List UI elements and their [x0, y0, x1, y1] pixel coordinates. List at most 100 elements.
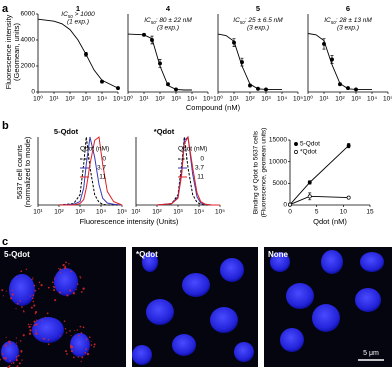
data-point	[240, 60, 244, 65]
stain-dot	[32, 294, 35, 297]
stain-dot	[72, 292, 76, 295]
series-line	[156, 135, 220, 206]
stain-dot	[30, 323, 32, 326]
stain-dot	[34, 311, 38, 314]
legend-label: 5-Qdot	[300, 141, 320, 148]
annotation-part: IC	[324, 17, 331, 24]
annotation-note: (1 exp.)	[67, 19, 89, 26]
stain-dot	[47, 286, 50, 289]
stain-dot	[16, 302, 19, 305]
stain-dot	[20, 351, 22, 353]
stain-dot	[66, 294, 69, 297]
stain-dot	[40, 284, 43, 287]
stain-dot	[69, 346, 73, 349]
y-tick-label: 5000	[273, 180, 288, 187]
data-point	[232, 40, 236, 45]
stain-dot	[28, 325, 31, 329]
stain-dot	[70, 344, 72, 347]
stain-dot	[38, 288, 40, 290]
y-axis-label: Binding of Qdot to 5637 cells	[253, 130, 260, 214]
annotation-part: > 1000	[73, 11, 95, 18]
stain-dot	[5, 344, 8, 346]
panel-label: b	[2, 120, 9, 132]
nucleus	[321, 250, 343, 274]
x-tick-label: 10⁴	[187, 96, 197, 103]
x-axis-label: Compound (nM)	[186, 103, 241, 112]
stain-dot	[68, 263, 70, 265]
chart-title: 5	[256, 4, 260, 13]
series-line	[289, 145, 350, 205]
stain-dot	[53, 277, 56, 279]
legend-label: 3.7	[195, 165, 204, 172]
stain-dot	[5, 336, 7, 339]
image-label: None	[268, 250, 289, 259]
stain-dot	[44, 316, 47, 318]
scale-bar-label: 5 μm	[363, 350, 379, 357]
stain-dot	[79, 275, 81, 278]
data-point	[264, 87, 268, 92]
y-tick-label: 2000	[21, 63, 36, 70]
nucleus	[312, 304, 340, 332]
nucleus	[286, 283, 314, 309]
y-axis-label: Fluorescence intensity	[4, 14, 13, 89]
nucleus	[280, 328, 304, 352]
x-tick-label: 10⁴	[194, 209, 204, 216]
stain-dot	[34, 313, 36, 315]
stain-dot	[30, 329, 32, 331]
nucleus	[270, 252, 290, 272]
legend-label: 11	[197, 174, 204, 181]
stain-dot	[11, 362, 13, 364]
data-point	[150, 38, 154, 42]
y-axis-label: 5637 cell counts	[15, 145, 24, 199]
stain-dot	[8, 340, 11, 343]
stain-dot	[2, 295, 4, 297]
x-tick-label: 10⁵	[215, 209, 225, 216]
stain-dot	[20, 350, 23, 353]
x-tick-label: 10³	[171, 96, 181, 103]
chart-title: 4	[166, 4, 171, 13]
image-label: 5-Qdot	[4, 250, 30, 259]
nucleus	[172, 334, 196, 356]
stain-dot	[32, 300, 35, 303]
data-point	[142, 32, 146, 37]
x-tick-label: 10¹	[131, 209, 141, 216]
chart-title: 6	[346, 4, 350, 13]
nucleus	[54, 268, 78, 296]
stain-dot	[34, 324, 36, 327]
nucleus	[142, 252, 158, 272]
stain-dot	[93, 343, 96, 346]
stain-dot	[77, 283, 79, 285]
stain-dot	[64, 328, 67, 330]
x-tick-label: 10⁴	[96, 209, 106, 216]
stain-dot	[32, 277, 34, 279]
stain-dot	[18, 362, 21, 365]
chart-title: *Qdot	[154, 127, 175, 136]
legend-label: *Qdot	[300, 149, 317, 156]
stain-dot	[41, 319, 43, 321]
nucleus	[70, 333, 90, 357]
stain-dot	[33, 284, 36, 287]
stain-dot	[10, 297, 13, 300]
stain-dot	[17, 354, 20, 357]
stain-dot	[15, 337, 17, 339]
stain-dot	[8, 364, 11, 367]
stain-dot	[35, 323, 38, 326]
stain-dot	[72, 356, 75, 359]
x-tick-label: 10⁵	[113, 96, 123, 103]
stain-dot	[76, 329, 79, 331]
x-tick-label: 10¹	[139, 96, 149, 103]
x-tick-label: 10²	[155, 96, 165, 103]
stain-dot	[36, 319, 38, 321]
stain-dot	[53, 279, 55, 281]
stain-dot	[65, 332, 68, 334]
stain-dot	[35, 329, 37, 332]
stain-dot	[29, 295, 32, 297]
legend-title: Qdot (nM)	[178, 146, 207, 153]
stain-dot	[21, 306, 23, 308]
stain-dot	[63, 320, 66, 322]
series-line	[58, 136, 122, 206]
stain-dot	[59, 271, 61, 274]
series-line	[37, 18, 119, 89]
annotation-part: IC	[233, 17, 240, 24]
series-line	[289, 195, 349, 206]
